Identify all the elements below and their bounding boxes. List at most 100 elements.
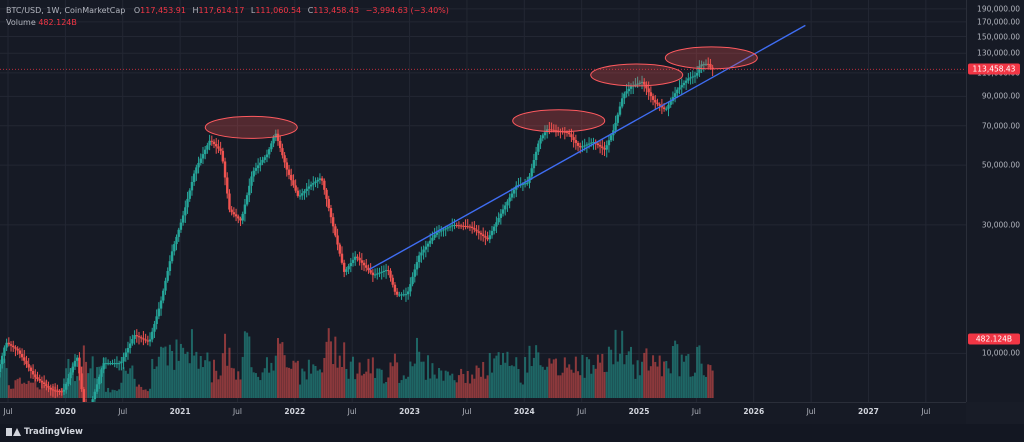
close-label: C: [307, 6, 314, 15]
volume-bar: [184, 353, 187, 398]
volume-bar: [674, 340, 677, 398]
volume-legend: Volume 482.124B: [6, 18, 81, 27]
candle-body: [629, 86, 633, 89]
candle-body: [512, 189, 516, 194]
candle-body: [605, 145, 608, 150]
volume-bar: [393, 353, 396, 398]
volume-bar: [226, 365, 229, 398]
candle-body: [58, 391, 61, 393]
candle-body: [78, 357, 81, 374]
volume-bar: [510, 365, 513, 398]
volume-bar: [444, 370, 447, 398]
volume-bar: [537, 352, 540, 398]
volume-bar: [601, 353, 604, 398]
candle-body: [274, 133, 277, 138]
candle-body: [656, 102, 659, 105]
tradingview-logo[interactable]: TradingView: [6, 427, 83, 437]
candle-body: [473, 228, 476, 230]
volume-bar: [550, 363, 553, 398]
volume-bar: [634, 378, 637, 398]
candle-body: [576, 142, 580, 146]
volume-bar: [365, 371, 368, 398]
volume-label[interactable]: Volume: [6, 18, 36, 27]
candle-body: [272, 137, 275, 144]
volume-bar: [131, 365, 134, 398]
candle-body: [67, 378, 70, 384]
volume-bar: [89, 368, 92, 398]
time-tick-label: Jul: [691, 407, 701, 416]
time-tick-label: 2022: [284, 407, 306, 416]
candle-body: [415, 262, 419, 270]
volume-bar: [74, 381, 77, 398]
time-tick-label: 2024: [513, 407, 535, 416]
volume-bar: [546, 366, 549, 398]
candle-body: [411, 276, 414, 285]
candle-body: [592, 142, 595, 144]
candle-body: [477, 231, 480, 233]
volume-bar: [482, 361, 485, 398]
candle-body: [305, 188, 308, 191]
candle-body: [422, 249, 425, 253]
volume-bar: [605, 371, 608, 398]
volume-bar: [519, 382, 522, 398]
high-label: H: [192, 6, 199, 15]
volume-bar: [607, 346, 610, 398]
volume-bar: [7, 385, 10, 398]
candle-body: [676, 89, 679, 94]
volume-bar: [455, 382, 458, 398]
volume-bar: [104, 391, 107, 398]
volume-bar: [696, 346, 699, 398]
volume-bar: [561, 372, 564, 398]
candle-body: [190, 181, 194, 191]
time-tick-label: Jul: [347, 407, 357, 416]
candle-body: [684, 80, 688, 83]
volume-bar: [343, 342, 346, 398]
volume-bar: [261, 372, 264, 398]
candle-body: [371, 272, 375, 276]
volume-bar: [224, 333, 227, 398]
volume-bar: [709, 365, 712, 398]
candle-body: [120, 361, 123, 364]
price-tick-label: 190,000.00: [977, 4, 1020, 14]
candle-body: [691, 76, 694, 78]
time-tick-label: 2027: [858, 407, 879, 416]
candle-body: [140, 337, 143, 339]
symbol-label[interactable]: BTC/USD, 1W, CoinMarketCap: [6, 6, 126, 15]
candle-body: [239, 218, 242, 221]
candle-body: [616, 114, 619, 123]
candle-body: [466, 226, 469, 228]
candle-body: [662, 107, 666, 110]
volume-bar: [32, 382, 35, 398]
volume-bar: [157, 356, 160, 398]
volume-bar: [539, 365, 542, 398]
chart-canvas[interactable]: [0, 0, 966, 402]
candle-body: [384, 270, 388, 272]
volume-bar: [535, 345, 538, 398]
candle-body: [27, 364, 30, 368]
candle-body: [263, 157, 266, 160]
open-value: 117,453.91: [140, 6, 186, 15]
volume-bar: [40, 382, 43, 398]
candle-body: [618, 106, 622, 115]
volume-bar: [376, 368, 379, 398]
volume-bar: [464, 382, 467, 398]
volume-bar: [676, 344, 679, 398]
candle-body: [164, 280, 167, 291]
plot-area[interactable]: [0, 0, 966, 402]
candle-body: [31, 370, 35, 375]
volume-bar: [325, 341, 328, 398]
candle-body: [404, 294, 408, 296]
volume-bar: [411, 366, 414, 398]
volume-bar: [290, 368, 293, 398]
volume-bar: [126, 373, 129, 398]
candle-body: [144, 339, 147, 341]
candle-body: [356, 256, 359, 258]
volume-bar: [504, 362, 507, 398]
price-tick-label: 10,000.00: [981, 348, 1020, 358]
candle-body: [155, 316, 158, 325]
volume-bar: [265, 357, 268, 398]
candle-body: [420, 252, 423, 256]
time-axis[interactable]: [0, 402, 966, 424]
candle-body: [252, 170, 255, 177]
volume-bar: [140, 386, 143, 398]
